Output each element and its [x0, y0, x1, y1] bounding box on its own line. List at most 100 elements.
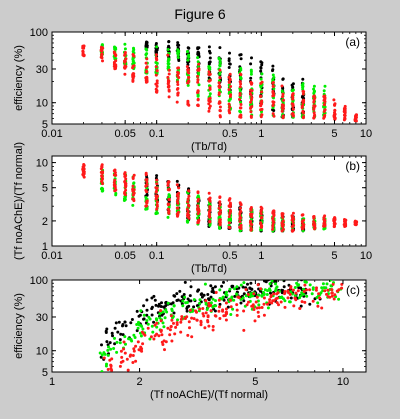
data-point [229, 305, 233, 309]
data-point [159, 330, 163, 333]
data-point [135, 309, 139, 313]
data-point [187, 320, 191, 324]
data-point [188, 294, 192, 298]
data-point [113, 67, 117, 70]
data-point [196, 220, 200, 224]
data-point [322, 116, 326, 120]
data-point [245, 303, 249, 307]
data-point [300, 300, 304, 304]
data-point [195, 318, 199, 322]
data-point [177, 186, 181, 190]
y-tick-label: 30 [36, 64, 48, 76]
data-point [121, 333, 125, 337]
data-point [217, 215, 221, 219]
data-point [176, 92, 180, 96]
data-point [196, 104, 200, 108]
data-point [102, 351, 106, 355]
data-point [138, 323, 142, 327]
data-point [106, 368, 110, 371]
data-point [218, 61, 222, 65]
data-point [166, 215, 170, 219]
data-point [175, 206, 179, 210]
data-point [234, 272, 237, 275]
panel-label: (a) [345, 35, 360, 49]
data-point [330, 294, 334, 298]
panel-label: (c) [346, 283, 360, 297]
data-point [239, 227, 243, 230]
data-point [262, 293, 266, 296]
data-point [176, 318, 179, 322]
data-point [179, 320, 183, 324]
data-point [271, 84, 275, 88]
data-point [167, 40, 171, 43]
data-point [259, 287, 263, 291]
data-point [332, 219, 336, 223]
x-axis-label: (Tb/Td) [191, 141, 227, 153]
data-point [256, 283, 260, 287]
data-point [238, 89, 242, 93]
data-point [248, 295, 252, 299]
panel-c: 1 2 5 10 5 10 30 100 (c) (Tf noAChE)/(Tf normal) e… [13, 272, 367, 401]
data-point [100, 343, 103, 347]
data-point [249, 76, 253, 80]
data-point [189, 285, 193, 289]
data-point [222, 280, 225, 284]
data-point [231, 307, 235, 311]
data-point [196, 56, 200, 60]
data-point [332, 98, 336, 102]
data-point [164, 308, 168, 312]
data-point [280, 109, 284, 113]
y-axis-label: efficiency (%) [13, 45, 25, 111]
data-point [123, 190, 127, 194]
data-point [259, 101, 263, 104]
data-point [323, 84, 327, 88]
data-point [106, 348, 110, 352]
data-point [207, 97, 211, 101]
data-point [160, 313, 164, 317]
data-point [218, 72, 222, 76]
data-point [178, 289, 182, 293]
data-point [166, 85, 170, 89]
data-point [217, 212, 221, 216]
data-point [222, 314, 226, 318]
data-point [198, 298, 202, 302]
data-point [246, 282, 249, 286]
data-point [208, 67, 212, 71]
data-point [161, 310, 165, 314]
data-point [275, 292, 279, 296]
data-point [214, 291, 218, 294]
data-point [249, 72, 253, 76]
data-point [206, 320, 210, 324]
data-point [238, 212, 242, 216]
data-point [144, 188, 148, 192]
data-point [259, 94, 263, 98]
series-red [102, 280, 344, 372]
data-point [209, 309, 213, 313]
data-point [327, 280, 330, 281]
x-tick-label: 5 [331, 250, 337, 262]
data-point [167, 95, 171, 99]
data-point [208, 104, 212, 108]
data-point [159, 305, 163, 308]
data-point [101, 171, 104, 175]
data-point [139, 334, 143, 338]
data-point [216, 275, 219, 278]
data-point [301, 116, 305, 120]
data-point [308, 283, 312, 287]
data-point [201, 312, 205, 316]
data-point [187, 216, 191, 220]
data-point [282, 285, 286, 289]
data-point [124, 342, 127, 346]
data-point [228, 51, 231, 55]
x-tick-label: 0.01 [41, 250, 62, 262]
data-point [113, 168, 117, 172]
data-point [246, 293, 250, 296]
figure-title: Figure 6 [174, 6, 226, 22]
data-point [209, 284, 213, 288]
panel-b: 0.01 0.05 0.1 0.5 1 5 10 1 2 5 10 (b) (Tb/Td) (Tf noA… [13, 142, 372, 275]
data-point [213, 314, 217, 318]
data-point [207, 106, 211, 110]
data-point [217, 84, 221, 88]
data-point [108, 341, 112, 345]
data-point [221, 309, 225, 313]
